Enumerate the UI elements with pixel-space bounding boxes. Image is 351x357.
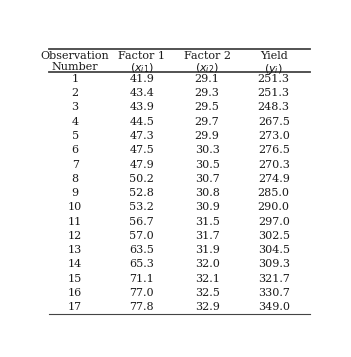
- Text: $(x_{i1})$: $(x_{i1})$: [130, 61, 154, 75]
- Text: 321.7: 321.7: [258, 274, 290, 284]
- Text: 276.5: 276.5: [258, 145, 290, 155]
- Text: 32.0: 32.0: [195, 260, 219, 270]
- Text: 2: 2: [72, 88, 79, 98]
- Text: 30.5: 30.5: [195, 160, 219, 170]
- Text: 13: 13: [68, 245, 82, 255]
- Text: 65.3: 65.3: [130, 260, 154, 270]
- Text: 11: 11: [68, 217, 82, 227]
- Text: $(y_i)$: $(y_i)$: [264, 61, 283, 76]
- Text: 30.3: 30.3: [195, 145, 219, 155]
- Text: 290.0: 290.0: [258, 202, 290, 212]
- Text: 285.0: 285.0: [258, 188, 290, 198]
- Text: 30.7: 30.7: [195, 174, 219, 184]
- Text: 274.9: 274.9: [258, 174, 290, 184]
- Text: 29.9: 29.9: [195, 131, 219, 141]
- Text: 251.3: 251.3: [258, 88, 290, 98]
- Text: 3: 3: [72, 102, 79, 112]
- Text: 8: 8: [72, 174, 79, 184]
- Text: 32.5: 32.5: [195, 288, 219, 298]
- Text: 57.0: 57.0: [130, 231, 154, 241]
- Text: 6: 6: [72, 145, 79, 155]
- Text: 71.1: 71.1: [130, 274, 154, 284]
- Text: 267.5: 267.5: [258, 117, 290, 127]
- Text: 330.7: 330.7: [258, 288, 290, 298]
- Text: 273.0: 273.0: [258, 131, 290, 141]
- Text: 29.1: 29.1: [195, 74, 219, 84]
- Text: 270.3: 270.3: [258, 160, 290, 170]
- Text: 251.3: 251.3: [258, 74, 290, 84]
- Text: 14: 14: [68, 260, 82, 270]
- Text: 47.5: 47.5: [130, 145, 154, 155]
- Text: 56.7: 56.7: [130, 217, 154, 227]
- Text: 4: 4: [72, 117, 79, 127]
- Text: 7: 7: [72, 160, 79, 170]
- Text: Factor 2: Factor 2: [184, 51, 231, 61]
- Text: 30.9: 30.9: [195, 202, 219, 212]
- Text: 309.3: 309.3: [258, 260, 290, 270]
- Text: 52.8: 52.8: [130, 188, 154, 198]
- Text: 1: 1: [72, 74, 79, 84]
- Text: 77.8: 77.8: [130, 302, 154, 312]
- Text: 248.3: 248.3: [258, 102, 290, 112]
- Text: 31.9: 31.9: [195, 245, 219, 255]
- Text: 9: 9: [72, 188, 79, 198]
- Text: 349.0: 349.0: [258, 302, 290, 312]
- Text: 53.2: 53.2: [130, 202, 154, 212]
- Text: 29.5: 29.5: [195, 102, 219, 112]
- Text: 29.7: 29.7: [195, 117, 219, 127]
- Text: Yield: Yield: [260, 51, 287, 61]
- Text: 47.9: 47.9: [130, 160, 154, 170]
- Text: 31.7: 31.7: [195, 231, 219, 241]
- Text: 44.5: 44.5: [130, 117, 154, 127]
- Text: 304.5: 304.5: [258, 245, 290, 255]
- Text: 41.9: 41.9: [130, 74, 154, 84]
- Text: $(x_{i2})$: $(x_{i2})$: [195, 61, 219, 75]
- Text: 43.4: 43.4: [130, 88, 154, 98]
- Text: 50.2: 50.2: [130, 174, 154, 184]
- Text: 77.0: 77.0: [130, 288, 154, 298]
- Text: 47.3: 47.3: [130, 131, 154, 141]
- Text: 43.9: 43.9: [130, 102, 154, 112]
- Text: 32.9: 32.9: [195, 302, 219, 312]
- Text: 15: 15: [68, 274, 82, 284]
- Text: 32.1: 32.1: [195, 274, 219, 284]
- Text: 16: 16: [68, 288, 82, 298]
- Text: 31.5: 31.5: [195, 217, 219, 227]
- Text: Observation: Observation: [41, 51, 110, 61]
- Text: 63.5: 63.5: [130, 245, 154, 255]
- Text: Number: Number: [52, 61, 99, 71]
- Text: 30.8: 30.8: [195, 188, 219, 198]
- Text: 17: 17: [68, 302, 82, 312]
- Text: 297.0: 297.0: [258, 217, 290, 227]
- Text: 29.3: 29.3: [195, 88, 219, 98]
- Text: 5: 5: [72, 131, 79, 141]
- Text: 10: 10: [68, 202, 82, 212]
- Text: Factor 1: Factor 1: [118, 51, 165, 61]
- Text: 302.5: 302.5: [258, 231, 290, 241]
- Text: 12: 12: [68, 231, 82, 241]
